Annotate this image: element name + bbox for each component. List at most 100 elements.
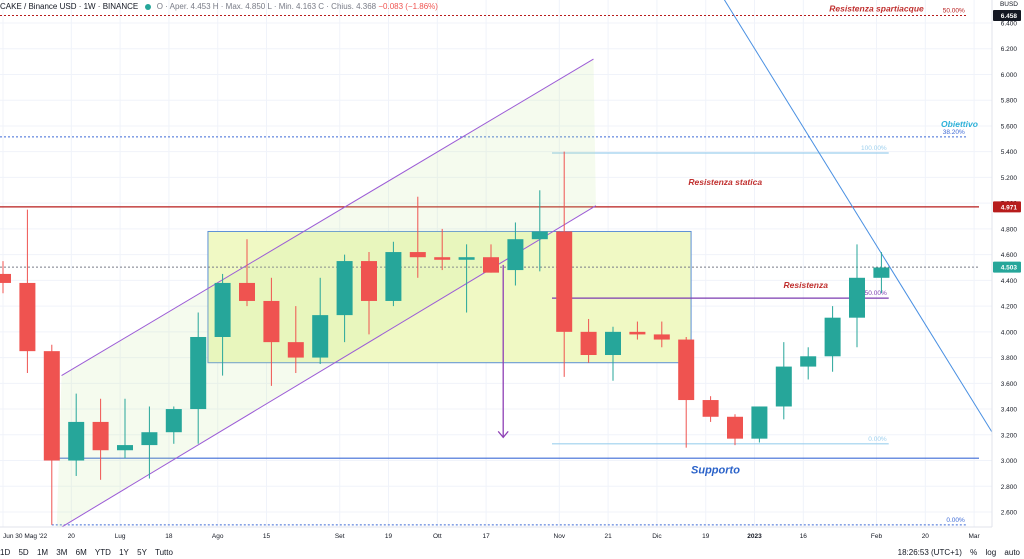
candle-body — [0, 273, 11, 283]
channel-fill — [56, 59, 596, 531]
range-ytd[interactable]: YTD — [94, 548, 111, 557]
range-1d[interactable]: 1D — [0, 548, 11, 557]
level-label: 50.00% — [865, 290, 887, 297]
price-badge-bg — [993, 261, 1021, 273]
y-tick-label: 3.400 — [1001, 407, 1018, 414]
level-label: 50.00% — [943, 8, 965, 15]
range-3m[interactable]: 3M — [56, 548, 68, 557]
annotation-label: Supporto — [691, 464, 740, 476]
trendline — [723, 0, 995, 436]
x-tick-label: 21 — [605, 533, 613, 540]
x-tick-label: 17 — [483, 533, 491, 540]
candle-body — [214, 282, 231, 337]
y-tick-label: 6.000 — [1001, 72, 1018, 79]
price-badge-label: 6.458 — [1001, 13, 1018, 20]
annotation-label: Resistenza spartiacque — [829, 3, 924, 13]
currency-label: BUSD — [1000, 1, 1018, 8]
level-label: 0.00% — [946, 517, 965, 524]
candle-body — [141, 432, 158, 446]
x-tick-label: Lug — [115, 533, 126, 540]
x-tick-label: Jun 30 Mag '22 — [3, 533, 48, 540]
price-badges: 6.458 4.971 4.503 — [993, 10, 1021, 273]
y-tick-label: 2.800 — [1001, 484, 1018, 491]
x-tick-label: Nov — [554, 533, 566, 540]
candle-body — [68, 421, 85, 461]
x-tick-label: 20 — [68, 533, 76, 540]
ohlc-values: O · Aper. 4.453 H · Max. 4.850 L · Min. … — [156, 2, 377, 11]
candle-body — [336, 261, 353, 316]
price-badge-label: 4.971 — [1001, 204, 1018, 211]
price-badge-bg — [993, 201, 1021, 213]
candle-body — [43, 351, 60, 461]
price-badge-label: 4.503 — [1001, 265, 1018, 272]
x-tick-label: 20 — [922, 533, 930, 540]
price-badge-bg — [993, 10, 1021, 22]
y-tick-label: 5.400 — [1001, 149, 1018, 156]
candle-body — [800, 356, 817, 367]
annotation-label: Resistenza — [784, 280, 829, 290]
candle-body — [239, 282, 255, 301]
x-tick-label: Mar — [969, 533, 981, 540]
x-tick-label: Feb — [871, 533, 883, 540]
time-axis[interactable]: Jun 30 Mag '22 20 Lug 18 Ago 15 Set 19 Ott 17 Nov 2… — [0, 526, 1024, 547]
descending-trendline — [723, 0, 995, 436]
price-chart[interactable]: 50.00% 38.20% 50.00% 100.00% 0.00% 0.00% Resi… — [0, 0, 1024, 547]
x-tick-label: 2023 — [747, 533, 762, 540]
y-tick-label: 3.000 — [1001, 458, 1018, 465]
range-1y[interactable]: 1Y — [119, 548, 129, 557]
channel-lower-line — [56, 205, 597, 531]
x-tick-label: Ott — [433, 533, 442, 540]
x-tick-label: 19 — [702, 533, 710, 540]
candle-body — [507, 239, 524, 271]
y-tick-label: 2.600 — [1001, 510, 1018, 517]
candle-body — [263, 300, 280, 343]
candle-body — [458, 257, 475, 260]
candle-body — [605, 331, 621, 356]
ascending-channel — [56, 58, 597, 531]
candle-body — [751, 406, 768, 439]
arrow-head — [497, 430, 509, 439]
target-arrow — [497, 264, 509, 439]
x-tick-label: Dic — [652, 533, 662, 540]
range-5d[interactable]: 5D — [18, 548, 29, 557]
y-tick-label: 6.200 — [1001, 46, 1018, 53]
clock[interactable]: 18:26:53 (UTC+1) — [897, 548, 962, 557]
range-5y[interactable]: 5Y — [137, 548, 147, 557]
market-status-icon — [144, 3, 151, 10]
annotation-label: Resistenza statica — [688, 177, 762, 187]
candle-body — [556, 231, 573, 332]
time-axis-bg — [0, 527, 1024, 547]
candle-body — [165, 409, 182, 433]
y-tick-label: 4.400 — [1001, 278, 1018, 285]
y-tick-label: 5.800 — [1001, 98, 1018, 105]
y-tick-label: 5.600 — [1001, 123, 1018, 130]
level-label: 100.00% — [861, 145, 887, 152]
y-tick-label: 3.200 — [1001, 432, 1018, 439]
log-toggle[interactable]: log — [985, 548, 997, 557]
range-6m[interactable]: 6M — [75, 548, 87, 557]
candle-body — [361, 261, 377, 301]
y-tick-label: 4.200 — [1001, 304, 1018, 311]
candle-body — [312, 315, 329, 358]
level-label: 0.00% — [868, 436, 887, 443]
chart-grid — [0, 0, 992, 527]
channel-upper-line — [61, 58, 594, 377]
price-change: −0.083 (−1.86%) — [378, 2, 438, 11]
y-tick-label: 3.800 — [1001, 355, 1018, 362]
candle-body — [629, 331, 646, 335]
y-tick-label: 4.000 — [1001, 329, 1018, 336]
candle-body — [117, 445, 133, 451]
symbol-title[interactable]: CAKE / Binance USD · 1W · BINANCE — [0, 2, 139, 11]
annotations: Resistenza spartiacque Obiettivo Resistenz… — [688, 3, 978, 476]
candle-body — [775, 366, 792, 407]
candlestick-series — [0, 151, 890, 525]
range-1m[interactable]: 1M — [36, 548, 49, 557]
candle-body — [409, 252, 426, 258]
candle-body — [287, 342, 304, 358]
range-all[interactable]: Tutto — [155, 548, 173, 557]
auto-toggle[interactable]: auto — [1004, 548, 1020, 557]
percent-toggle[interactable]: % — [970, 548, 978, 557]
candle-body — [531, 231, 548, 240]
candle-body — [385, 252, 402, 301]
candle-body — [678, 339, 695, 401]
